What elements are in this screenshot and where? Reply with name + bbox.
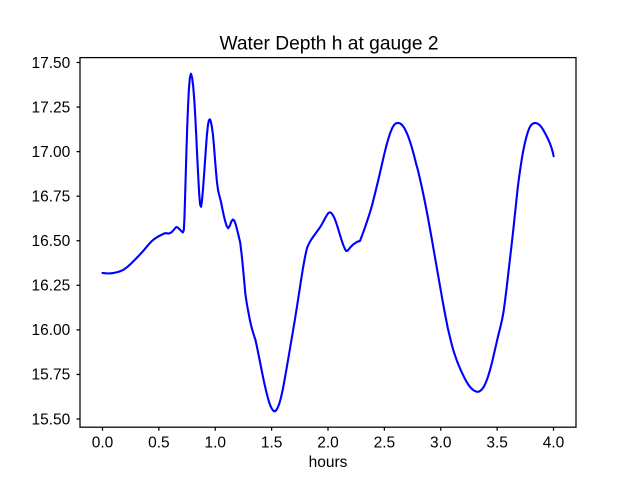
svg-text:4.0: 4.0 xyxy=(543,435,565,452)
svg-text:1.5: 1.5 xyxy=(261,435,283,452)
svg-text:16.50: 16.50 xyxy=(32,233,71,250)
svg-text:17.25: 17.25 xyxy=(32,99,71,116)
svg-text:2.5: 2.5 xyxy=(374,435,396,452)
svg-text:hours: hours xyxy=(309,454,348,471)
svg-text:3.0: 3.0 xyxy=(430,435,452,452)
svg-text:0.5: 0.5 xyxy=(148,435,170,452)
svg-text:17.50: 17.50 xyxy=(32,55,71,72)
svg-text:16.25: 16.25 xyxy=(32,278,71,295)
svg-text:17.00: 17.00 xyxy=(32,144,71,161)
svg-text:1.0: 1.0 xyxy=(204,435,226,452)
svg-text:16.75: 16.75 xyxy=(32,189,71,206)
svg-text:0.0: 0.0 xyxy=(92,435,114,452)
svg-text:Water Depth h at gauge 2: Water Depth h at gauge 2 xyxy=(219,34,438,55)
svg-text:2.0: 2.0 xyxy=(317,435,339,452)
svg-text:3.5: 3.5 xyxy=(486,435,508,452)
svg-text:16.00: 16.00 xyxy=(32,322,71,339)
svg-text:15.50: 15.50 xyxy=(32,411,71,428)
svg-text:15.75: 15.75 xyxy=(32,367,71,384)
